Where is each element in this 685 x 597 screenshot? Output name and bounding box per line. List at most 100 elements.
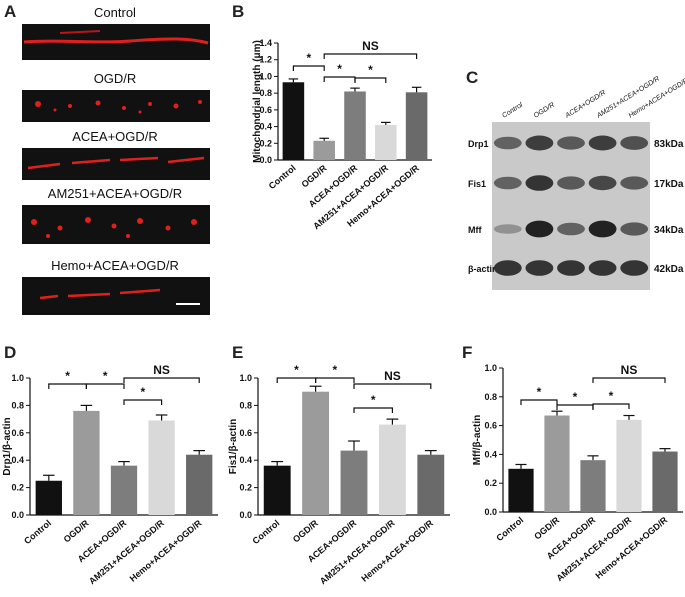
bar xyxy=(35,480,62,515)
mitochondria-fragments xyxy=(35,100,202,114)
y-tick-label: 0.4 xyxy=(239,455,252,465)
blot-band xyxy=(525,220,554,238)
bar xyxy=(186,454,213,515)
blot-band xyxy=(557,136,585,150)
bar xyxy=(580,460,606,512)
bar xyxy=(405,92,428,160)
mitochondria-segments-hemo xyxy=(39,288,161,300)
category-label: Hemo+ACEA+OGD/R xyxy=(594,515,670,581)
molecular-weight-label: 17kDa xyxy=(654,179,684,190)
blot-band xyxy=(588,135,617,151)
bar xyxy=(73,410,100,515)
significance-bracket xyxy=(315,377,355,383)
blot-band xyxy=(493,260,522,276)
category-label: AM251+ACEA+OGD/R xyxy=(318,518,397,587)
molecular-weight-label: 42kDa xyxy=(654,264,684,275)
y-tick-label: 0.0 xyxy=(484,507,497,517)
y-tick-label: 0.4 xyxy=(259,122,272,132)
bar xyxy=(652,451,678,512)
significance-label: NS xyxy=(153,363,170,377)
significance-bracket xyxy=(592,377,666,383)
significance-label: * xyxy=(573,390,578,404)
bar xyxy=(378,424,406,515)
significance-label: * xyxy=(371,393,376,407)
y-tick-label: 0.2 xyxy=(484,478,497,488)
y-tick-label: 1.0 xyxy=(11,373,24,383)
panel-label-d: D xyxy=(4,343,16,362)
micrograph-title-control: Control xyxy=(94,5,136,20)
significance-label: * xyxy=(337,62,342,76)
significance-bracket xyxy=(592,403,630,409)
category-label: OGD/R xyxy=(291,518,320,545)
y-tick-label: 0.6 xyxy=(484,421,497,431)
mitochondria-strand xyxy=(23,37,209,45)
mitochondria-fragments-am251 xyxy=(31,217,197,238)
blot-band xyxy=(525,135,554,151)
y-tick-label: 0.2 xyxy=(239,483,252,493)
bar xyxy=(313,140,335,160)
bar xyxy=(544,415,570,512)
blot-band xyxy=(493,136,522,150)
y-tick-label: 1.0 xyxy=(484,363,497,373)
chart-e-fis1: 0.0 0.2 0.4 0.6 0.8 1.0 Fis1/β-actin Control OGD… xyxy=(228,363,450,586)
panel-label-c: C xyxy=(466,68,478,87)
bar xyxy=(340,450,368,515)
lane-label: Control xyxy=(501,102,524,120)
y-tick-label: 1.4 xyxy=(259,38,272,48)
bar xyxy=(375,124,397,160)
category-label: Hemo+ACEA+OGD/R xyxy=(128,518,204,584)
panel-label-f: F xyxy=(462,343,472,362)
bar xyxy=(110,465,138,515)
category-label: OGD/R xyxy=(62,518,91,545)
significance-label: * xyxy=(609,389,614,403)
chart-f-mff: 0.0 0.2 0.4 0.6 0.8 1.0 Mff/β-actin Control OGD/… xyxy=(472,363,683,583)
significance-label: * xyxy=(537,385,542,399)
panel-a-micrographs: Control OGD/R ACEA+OGD/R AM251+ACEA+OGD/… xyxy=(22,5,210,315)
significance-bracket xyxy=(276,377,317,383)
bar xyxy=(417,454,445,515)
blot-band xyxy=(557,222,585,236)
significance-bracket xyxy=(48,383,87,389)
significance-bracket xyxy=(353,383,432,389)
blot-row-label: Drp1 xyxy=(468,139,489,149)
panel-label-e: E xyxy=(232,343,243,362)
y-tick-label: 1.0 xyxy=(239,373,252,383)
y-axis-label: Fis1/β-actin xyxy=(228,419,239,475)
category-label: Control xyxy=(494,515,525,543)
y-tick-label: 0.2 xyxy=(259,138,272,148)
category-label: Control xyxy=(267,163,298,191)
micrograph-title-acea: ACEA+OGD/R xyxy=(72,129,158,144)
y-tick-label: 1.2 xyxy=(259,55,272,65)
significance-label: NS xyxy=(384,369,401,383)
significance-bracket xyxy=(354,77,387,83)
y-tick-label: 0.0 xyxy=(11,510,24,520)
significance-bracket xyxy=(123,377,200,383)
bar xyxy=(508,468,534,512)
significance-label: NS xyxy=(621,363,638,377)
blot-band xyxy=(588,175,617,191)
y-tick-label: 1.0 xyxy=(259,71,272,81)
blot-band xyxy=(620,136,649,150)
y-tick-label: 0.6 xyxy=(239,428,252,438)
bar xyxy=(282,82,305,160)
blot-band xyxy=(620,176,649,190)
micrograph-ogdr xyxy=(22,90,210,122)
y-tick-label: 0.8 xyxy=(484,392,497,402)
significance-label: * xyxy=(103,369,108,383)
y-tick-label: 0.8 xyxy=(11,400,24,410)
significance-label: * xyxy=(332,363,337,377)
bar xyxy=(302,391,330,515)
molecular-weight-label: 83kDa xyxy=(654,139,684,150)
blot-band xyxy=(525,260,554,276)
blot-row-label: β-actin xyxy=(468,264,498,274)
blot-band xyxy=(620,222,649,236)
y-tick-label: 0.0 xyxy=(239,510,252,520)
significance-label: * xyxy=(368,63,373,77)
blot-band xyxy=(493,224,522,234)
y-axis-label: Mff/β-actin xyxy=(472,415,483,466)
y-tick-label: 0.6 xyxy=(11,428,24,438)
significance-bracket xyxy=(556,404,594,410)
bar xyxy=(263,465,291,515)
